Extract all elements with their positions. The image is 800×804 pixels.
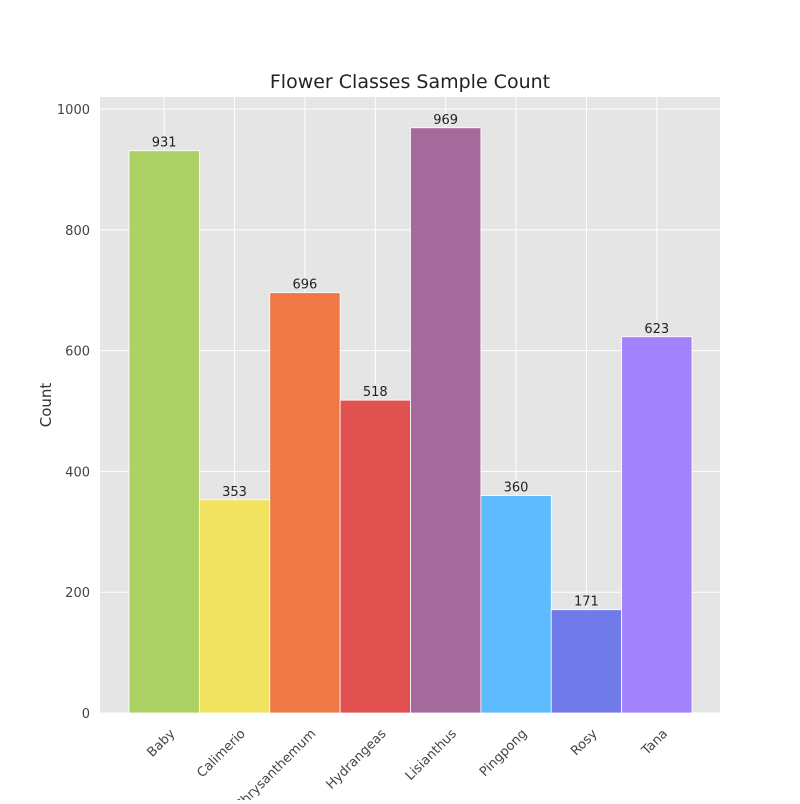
y-tick-label: 600 [65, 345, 90, 360]
y-tick-label: 400 [65, 465, 90, 480]
data-label-chrysanthemum: 696 [293, 278, 318, 293]
x-tick-label: Pingpong [477, 727, 530, 780]
y-tick-label: 1000 [57, 103, 90, 118]
y-tick-label: 200 [65, 586, 90, 601]
data-label-pingpong: 360 [504, 481, 529, 496]
y-axis-label: Count [37, 383, 55, 428]
data-label-hydrangeas: 518 [363, 385, 388, 400]
y-tick-label: 0 [82, 707, 90, 722]
data-label-calimerio: 353 [222, 485, 247, 500]
bar-rosy [550, 609, 623, 714]
bar-pingpong [480, 495, 552, 714]
x-tick-label: Lisianthus [403, 726, 460, 783]
y-axis-ticks: 0 200 400 600 800 1000 [57, 103, 90, 722]
data-label-baby: 931 [152, 136, 177, 151]
bar-baby [128, 150, 200, 714]
x-tick-label: Rosy [568, 726, 601, 759]
y-tick-label: 800 [65, 224, 90, 239]
data-labels: 931 353 696 518 969 360 171 623 [152, 113, 669, 610]
data-label-lisianthus: 969 [433, 113, 458, 128]
x-tick-label: Tana [638, 727, 671, 760]
bar-tana [621, 336, 693, 714]
bar-lisianthus [410, 127, 482, 714]
bar-chrysanthemum [269, 292, 341, 714]
chart-title: Flower Classes Sample Count [270, 71, 550, 93]
x-tick-label: Baby [145, 726, 179, 760]
bar-calimerio [198, 499, 271, 714]
x-tick-label: Hydrangeas [324, 726, 390, 792]
bar-hydrangeas [339, 399, 411, 714]
data-label-tana: 623 [644, 322, 669, 337]
x-tick-label: Calimerio [194, 727, 248, 781]
data-label-rosy: 171 [574, 595, 599, 610]
bars [128, 127, 693, 714]
